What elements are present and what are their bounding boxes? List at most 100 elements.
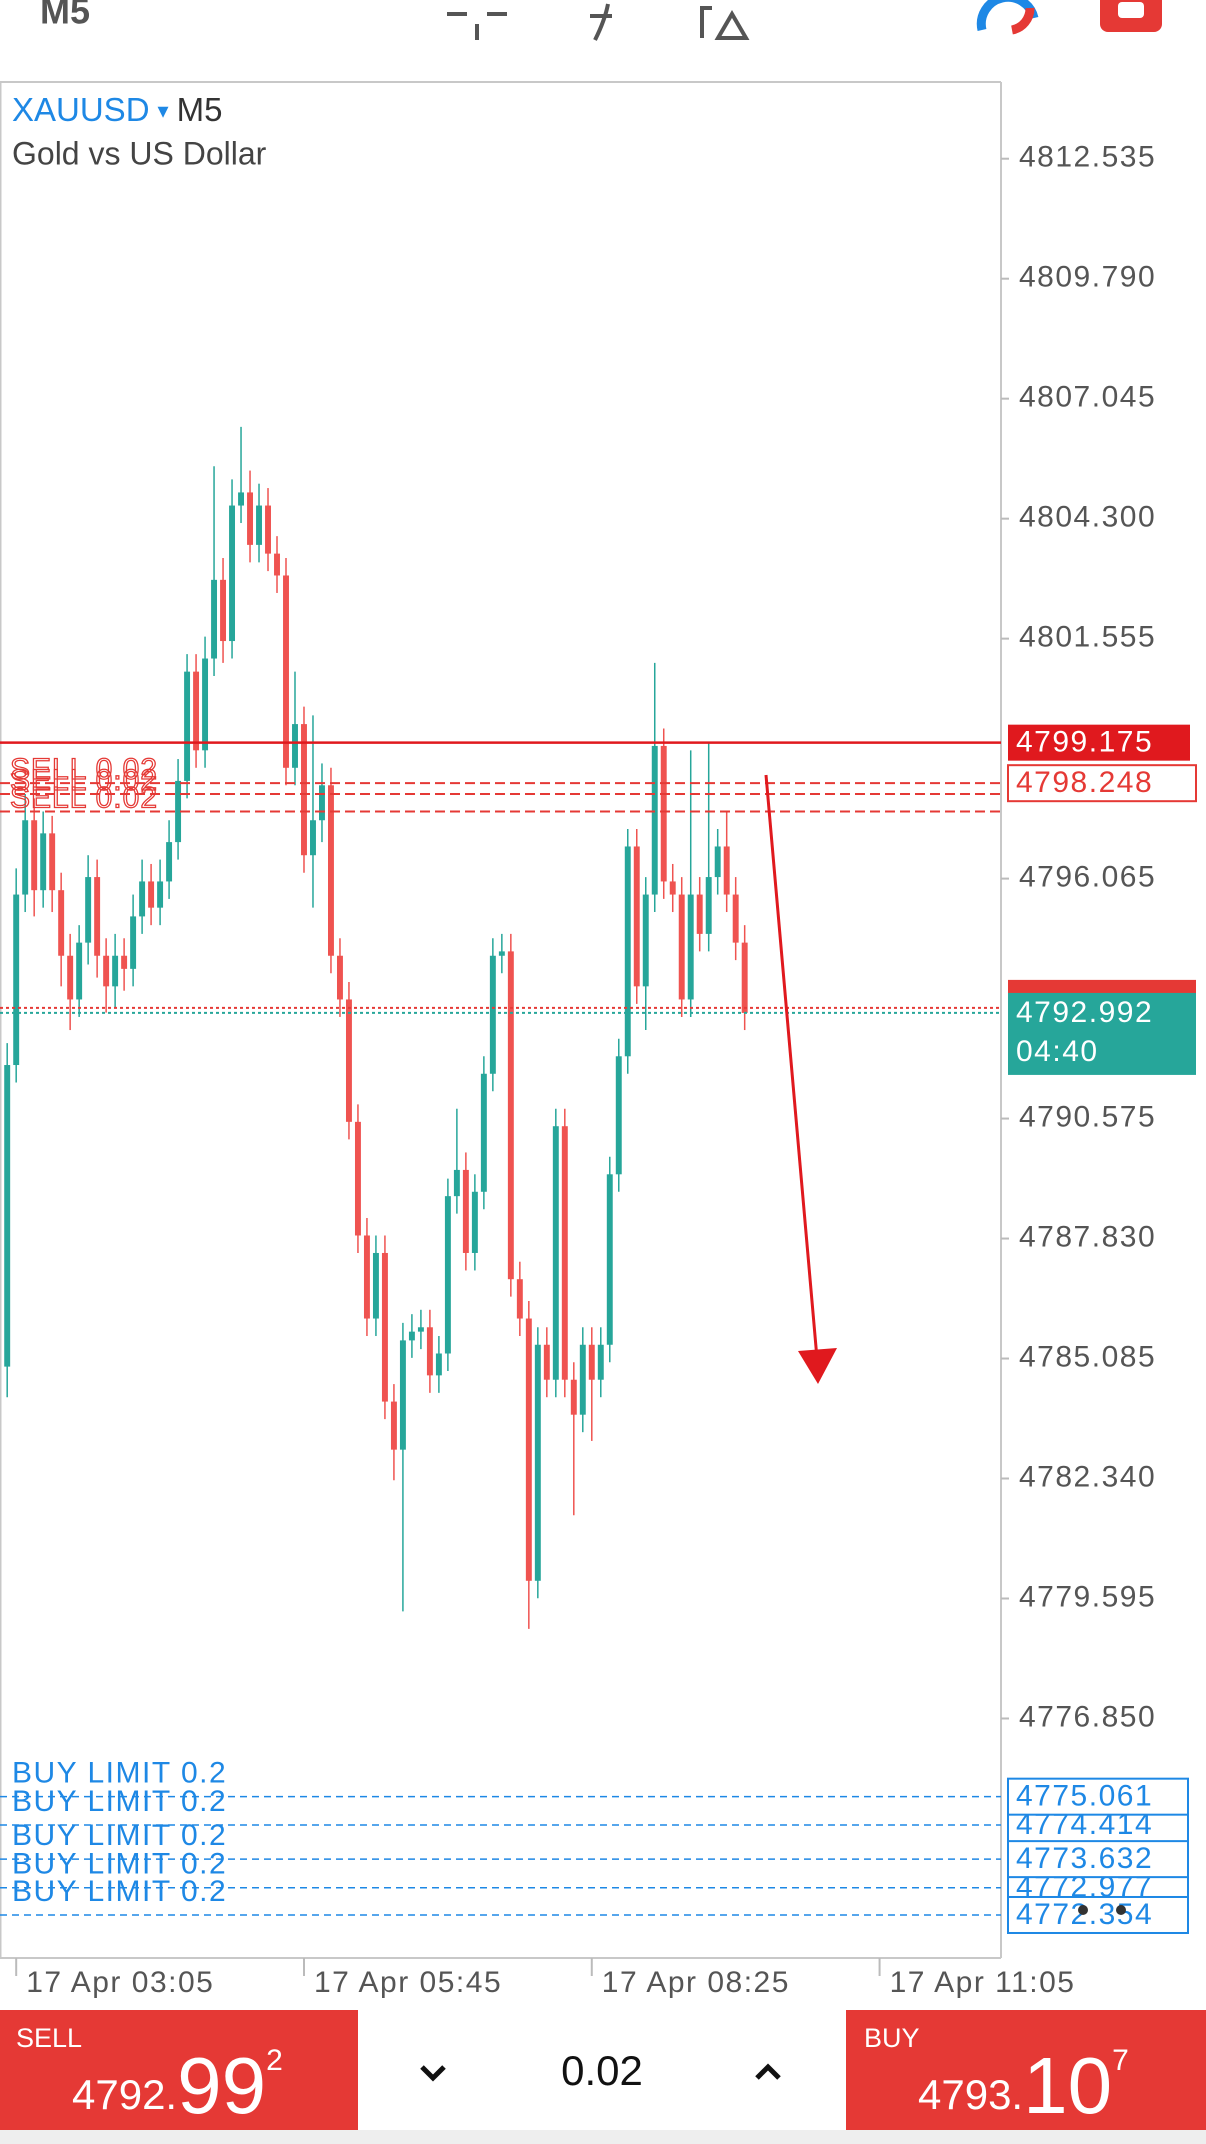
candle-body [139, 881, 146, 917]
candle-body [624, 846, 631, 1057]
candle-body [229, 505, 236, 642]
candle-body [292, 724, 298, 768]
candle-body [157, 881, 164, 908]
candle-body [310, 820, 316, 856]
sell-price-sup[interactable]: 2 [266, 2044, 283, 2077]
volume[interactable]: 0.02 [561, 2047, 643, 2094]
candle-body [256, 505, 262, 545]
volume-up[interactable] [755, 2063, 781, 2080]
y-tick-label: 4782.340 [1019, 1460, 1156, 1493]
buy-limit-price: 4773.632 [1016, 1842, 1153, 1875]
buy-limit-tag [1007, 1777, 1189, 1816]
account-icon-part [1010, 7, 1035, 35]
candle-body [498, 951, 505, 956]
buy-label[interactable]: BUY [864, 2023, 920, 2053]
candle-body [651, 745, 658, 895]
candle-body [741, 942, 748, 1013]
overlay [764, 774, 837, 1384]
chart-symbol[interactable]: XAUUSD ▾ M5 [12, 91, 222, 128]
buy-price-sup[interactable]: 7 [1112, 2044, 1129, 2077]
candle-body [516, 1279, 523, 1319]
candle-body [13, 894, 20, 1066]
candle-body [58, 890, 65, 956]
bid-tag [1008, 992, 1196, 1075]
candle-body [480, 1073, 487, 1192]
buy-limit-label: BUY LIMIT 0.2 [12, 1785, 227, 1818]
candle-body [184, 671, 191, 781]
buy-price[interactable]: 4793.107 [918, 2041, 1129, 2130]
candle-body [669, 881, 676, 895]
candle-body [166, 842, 173, 882]
candle-body [606, 1174, 613, 1345]
candle-body [319, 785, 325, 821]
sell-button[interactable] [0, 2010, 358, 2130]
y-tick-label: 4779.595 [1019, 1580, 1156, 1613]
x-tick-label: 17 Apr 11:05 [890, 1966, 1076, 1999]
candle-body [211, 579, 218, 659]
more-dot [1116, 1905, 1126, 1915]
candle-body [426, 1327, 433, 1376]
candle-body [220, 579, 227, 642]
buy-button[interactable] [846, 2010, 1206, 2130]
candle-body [372, 1252, 379, 1319]
candle-body [112, 955, 119, 987]
candle-body [130, 916, 137, 969]
candle-body [336, 955, 343, 1000]
candle-body [399, 1340, 406, 1450]
y-tick-label: 4801.555 [1019, 621, 1156, 654]
buy-price-head[interactable]: 4793. [918, 2071, 1023, 2118]
candle-body [103, 955, 110, 987]
candle-body [615, 1056, 622, 1175]
top-timeframe[interactable]: M5 [40, 0, 90, 32]
y-tick-label: 4804.300 [1019, 501, 1156, 534]
sell-price-big[interactable]: 99 [177, 2041, 266, 2130]
buy-limit-tag [1007, 1840, 1189, 1879]
candle-body [238, 492, 244, 506]
sell-order-label: SELL 0.02 [10, 781, 158, 814]
candle-body [283, 575, 289, 768]
candle-body [597, 1344, 604, 1380]
candle-body [265, 505, 271, 554]
bottom-strip [0, 2130, 1206, 2144]
symbol-arrow[interactable]: ▾ [158, 98, 169, 123]
sell-price-head[interactable]: 4792. [72, 2071, 177, 2118]
candle-body [552, 1126, 559, 1380]
candle-body [4, 1065, 11, 1367]
candle-body [40, 833, 47, 891]
candle-body [408, 1331, 415, 1341]
y-tick-label: 4807.045 [1019, 381, 1156, 414]
symbol[interactable]: XAUUSD [12, 91, 150, 128]
candle-body [462, 1169, 469, 1253]
y-tick-label: 4776.850 [1019, 1700, 1156, 1733]
volume-down[interactable] [420, 2065, 446, 2082]
trade-icon-inner [1118, 2, 1144, 18]
candle-body [301, 724, 307, 856]
buy-price-big[interactable]: 10 [1023, 2041, 1112, 2130]
candle-body [94, 877, 101, 956]
candle-body [687, 894, 694, 1000]
crosshair-icon[interactable] [447, 12, 507, 40]
candle-body [732, 894, 739, 943]
candle-body [507, 951, 514, 1280]
account-icon[interactable] [976, 0, 1039, 32]
x-tick-label: 17 Apr 08:25 [602, 1966, 790, 1999]
candle-body [363, 1235, 370, 1319]
sell-label[interactable]: SELL [16, 2023, 82, 2053]
objects-icon[interactable] [700, 6, 750, 40]
chart: XAUUSD ▾ M5 Gold vs US Dollar 4812.535 4809… [0, 81, 1197, 1999]
y-tick-label: 4785.085 [1019, 1340, 1156, 1373]
candle-body [202, 658, 209, 751]
candle-body [67, 955, 74, 1000]
candle-body [714, 846, 721, 878]
candle-body [579, 1344, 586, 1415]
x-tick-label: 17 Apr 05:45 [314, 1966, 502, 1999]
candle-body [328, 785, 334, 956]
buy-limit-label: BUY LIMIT 0.2 [12, 1819, 227, 1852]
indicator-icon[interactable] [590, 3, 612, 41]
buy-limit-label: BUY LIMIT 0.2 [12, 1848, 227, 1881]
sell-price[interactable]: 4792.992 [72, 2041, 283, 2130]
bid-countdown: 04:40 [1016, 1035, 1099, 1068]
drawn-arrow [764, 774, 820, 1371]
candle-body [561, 1126, 568, 1380]
